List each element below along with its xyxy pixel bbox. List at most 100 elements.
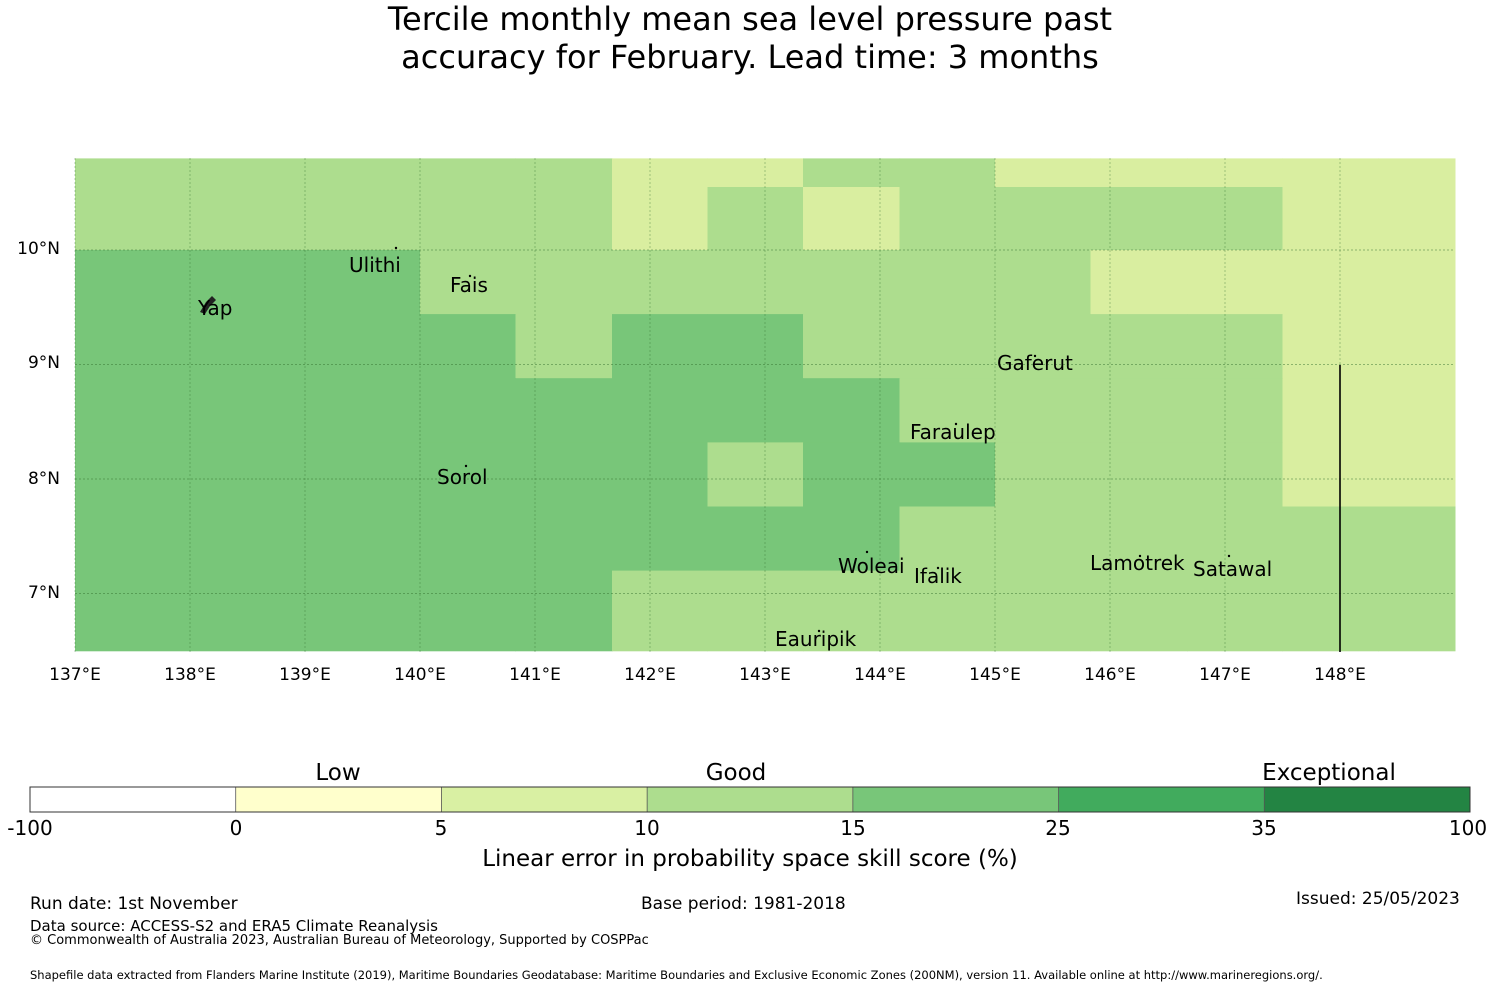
lat-label-9n: 9°N — [27, 353, 60, 373]
grid-cell — [420, 506, 516, 572]
grid-cell — [803, 250, 901, 315]
grid-cell — [1378, 570, 1456, 652]
colorbar-segment — [1058, 787, 1265, 812]
grid-cell — [707, 570, 804, 652]
graticule — [74, 158, 1455, 652]
grid-cell — [190, 314, 306, 379]
grid-cell — [515, 187, 613, 251]
grid-cell — [1187, 314, 1283, 379]
grid-cell — [1090, 506, 1188, 572]
title-line-2: accuracy for February. Lead time: 3 mont… — [401, 38, 1099, 76]
grid-cell — [515, 158, 613, 188]
grid-cell — [1378, 378, 1456, 443]
grid-cell — [899, 158, 996, 188]
lon-label-143e: 143°E — [739, 665, 791, 685]
grid-cell — [1282, 506, 1379, 572]
grid-cell — [612, 378, 708, 443]
lon-label-139e: 139°E — [279, 665, 331, 685]
grid-cell — [1187, 250, 1283, 315]
grid-cell — [420, 250, 516, 315]
grid-cell — [707, 442, 804, 507]
island-dot — [865, 550, 869, 554]
grid-cell — [995, 250, 1091, 315]
grid-cell — [305, 314, 421, 379]
grid-cell — [1090, 187, 1188, 251]
place-yap: Yap — [198, 296, 233, 320]
grid-cell — [1187, 158, 1283, 188]
colorbar-segment — [30, 787, 237, 812]
grid-cell — [899, 378, 996, 443]
grid-cell — [305, 250, 421, 315]
colorbar-category-good: Good — [705, 760, 767, 786]
grid-cell — [1282, 442, 1379, 507]
grid-cell — [803, 314, 901, 379]
grid-cell — [995, 442, 1091, 507]
grid-cell — [612, 570, 708, 652]
island-dot — [394, 246, 398, 250]
grid-cell — [995, 506, 1091, 572]
grid-cell — [612, 442, 708, 507]
island-dot — [936, 566, 940, 570]
grid-cell — [1282, 570, 1379, 652]
yap-island-shape — [200, 296, 216, 314]
grid-cell — [1282, 314, 1379, 379]
colorbar-tick-minus100: -100 — [7, 816, 53, 840]
grid-cell — [515, 378, 613, 443]
grid-cell — [305, 158, 421, 188]
grid-cell — [995, 314, 1091, 379]
grid-cell — [995, 570, 1091, 652]
colorbar-segment — [852, 787, 1060, 812]
grid-cell — [1282, 378, 1379, 443]
colorbar — [29, 786, 1471, 813]
place-lamotrek: Lamotrek — [1090, 551, 1185, 575]
grid-cell — [1090, 314, 1188, 379]
grid-cell — [1378, 506, 1456, 572]
grid-cell — [803, 570, 901, 652]
grid-cell — [75, 506, 191, 572]
island-dot — [464, 464, 468, 468]
grid-cell — [612, 314, 708, 379]
grid-cell — [803, 442, 901, 507]
grid-cell — [899, 250, 996, 315]
grid-cell — [803, 378, 901, 443]
base-period: Base period: 1981-2018 — [641, 894, 846, 914]
grid-cell — [899, 187, 996, 251]
grid-cell — [1090, 570, 1188, 652]
island-dot — [468, 274, 472, 278]
grid-cell — [420, 570, 516, 652]
grid-cell — [305, 378, 421, 443]
grid-cell — [612, 158, 708, 188]
island-dot — [817, 629, 821, 633]
grid-cell — [305, 187, 421, 251]
lat-label-10n: 10°N — [17, 239, 60, 259]
colorbar-segment — [441, 787, 648, 812]
colorbar-segment — [1264, 787, 1471, 812]
grid-cell — [995, 187, 1091, 251]
place-fais: Fais — [450, 273, 488, 297]
lon-label-140e: 140°E — [394, 665, 446, 685]
island-dot — [954, 422, 958, 426]
grid-cell — [899, 570, 996, 652]
colorbar-category-exceptional: Exceptional — [1262, 760, 1396, 786]
grid-cell — [420, 314, 516, 379]
island-markers — [200, 246, 1231, 633]
lon-label-147e: 147°E — [1199, 665, 1251, 685]
grid-cell — [1090, 442, 1188, 507]
colorbar-border — [29, 786, 1471, 813]
grid-cell — [515, 570, 613, 652]
grid-cell — [707, 378, 804, 443]
grid-cell — [1282, 187, 1379, 251]
place-satawal: Satawal — [1193, 557, 1273, 581]
grid-cell — [305, 506, 421, 572]
run-date: Run date: 1st November — [30, 894, 238, 914]
lat-label-7n: 7°N — [27, 583, 60, 603]
lat-label-8n: 8°N — [27, 469, 60, 489]
colorbar-category-low: Low — [315, 760, 361, 786]
lon-label-146e: 146°E — [1084, 665, 1136, 685]
issued-date: Issued: 25/05/2023 — [1296, 889, 1460, 909]
grid-cell — [1378, 158, 1456, 188]
colorbar-tick-0: 0 — [229, 816, 243, 840]
grid-cell — [190, 442, 306, 507]
grid-cell — [420, 442, 516, 507]
